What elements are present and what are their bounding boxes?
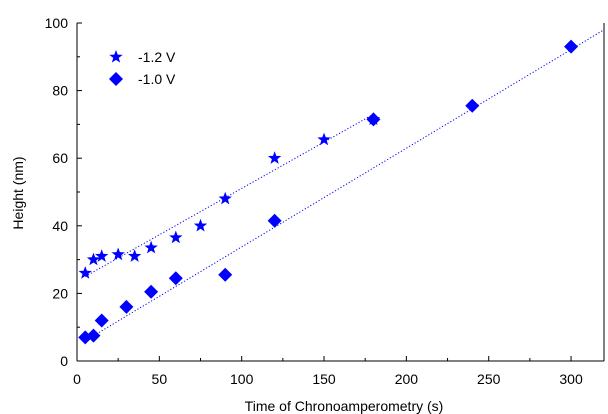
data-point-star xyxy=(317,132,331,146)
legend-label: -1.0 V xyxy=(138,71,176,87)
data-point-star xyxy=(127,249,142,262)
data-point-star xyxy=(86,252,101,266)
y-axis-label: Height (nm) xyxy=(10,156,26,229)
x-tick-label: 300 xyxy=(559,371,583,387)
fit-line xyxy=(84,113,374,277)
data-point-diamond xyxy=(267,213,282,228)
data-points xyxy=(78,39,579,345)
data-point-diamond xyxy=(465,98,480,113)
data-point-diamond xyxy=(119,299,134,314)
legend-star-shape xyxy=(109,50,123,63)
data-point-star xyxy=(144,240,158,254)
x-axis-label: Time of Chronoamperometry (s) xyxy=(245,398,444,414)
data-point-diamond xyxy=(94,313,109,328)
y-ticks: 0 20 40 60 80 100 xyxy=(45,15,82,369)
y-tick-label: 0 xyxy=(60,353,68,369)
data-point-diamond xyxy=(218,267,233,282)
data-point-star xyxy=(218,191,232,205)
legend-marker-diamond xyxy=(109,72,123,86)
y-tick-label: 20 xyxy=(52,285,68,301)
y-tick-label: 40 xyxy=(52,218,68,234)
x-tick-label: 250 xyxy=(477,371,501,387)
data-point-star xyxy=(169,230,183,244)
x-tick-label: 0 xyxy=(73,371,81,387)
y-tick-label: 100 xyxy=(45,15,69,31)
legend-marker-star xyxy=(109,50,123,63)
y-tick-label: 60 xyxy=(52,150,68,166)
x-tick-label: 150 xyxy=(312,371,336,387)
x-ticks: 0 50 100 150 200 250 300 xyxy=(73,356,583,387)
data-point-star xyxy=(78,266,92,279)
data-point-diamond xyxy=(366,112,381,127)
data-point-diamond xyxy=(144,284,159,299)
legend: -1.2 V -1.0 V xyxy=(109,49,176,87)
data-point-star xyxy=(95,249,109,262)
data-point-star xyxy=(193,218,208,232)
data-point-diamond xyxy=(86,328,101,343)
data-point-star xyxy=(267,151,282,164)
x-tick-label: 50 xyxy=(152,371,168,387)
data-point-star xyxy=(111,247,125,261)
data-point-diamond xyxy=(168,271,183,286)
x-tick-label: 200 xyxy=(395,371,419,387)
x-tick-label: 100 xyxy=(230,371,254,387)
legend-diamond-shape xyxy=(109,72,123,86)
y-tick-label: 80 xyxy=(52,83,68,99)
data-point-diamond xyxy=(564,39,579,54)
legend-label: -1.2 V xyxy=(138,49,176,65)
